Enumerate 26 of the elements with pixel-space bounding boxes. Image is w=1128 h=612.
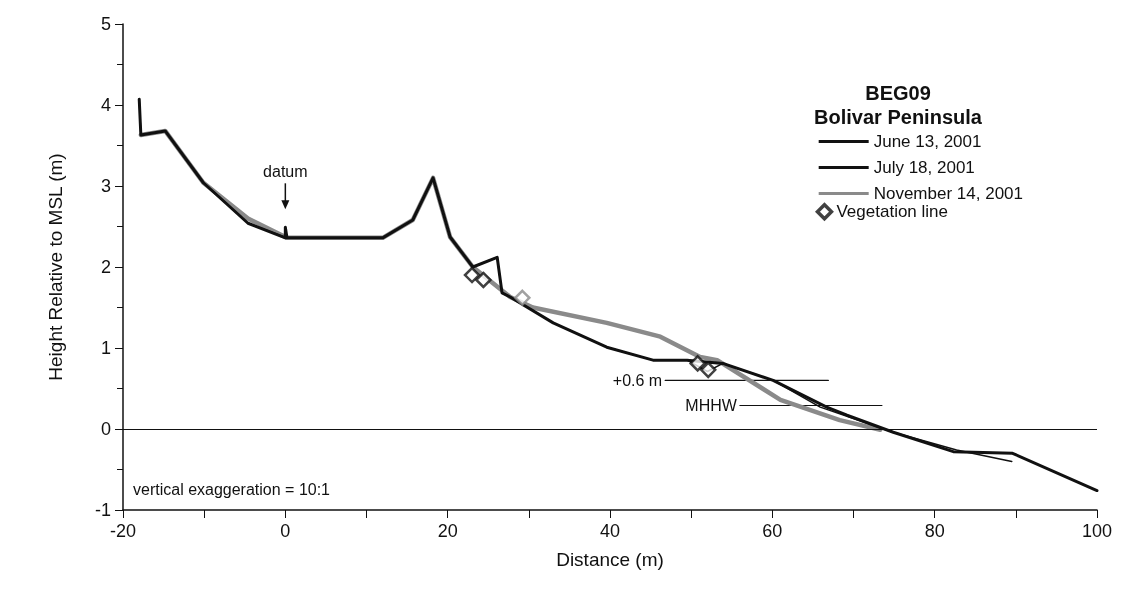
annotation: MHHW [685, 397, 738, 415]
text: BEG09 [865, 82, 931, 104]
x-tick-label: -20 [109, 521, 137, 541]
legend-label: July 18, 2001 [873, 158, 975, 177]
x-tick-label: 100 [1081, 521, 1113, 541]
annotation: vertical exaggeration = 10:1 [133, 480, 331, 498]
y-tick-label: 0 [100, 419, 111, 439]
x-tick-label: 60 [762, 521, 783, 541]
x-tick-label: 80 [924, 521, 945, 541]
annotation: datum [263, 162, 308, 180]
y-tick-label: 4 [100, 95, 111, 115]
x-tick-label: 40 [599, 521, 621, 541]
text: Bolivar Peninsula [814, 106, 983, 128]
annotation: +0.6 m [612, 371, 663, 389]
y-tick-label: -1 [94, 500, 111, 520]
legend-label: November 14, 2001 [873, 184, 1024, 203]
y-axis-title: Height Relative to MSL (m) [45, 153, 66, 381]
legend-label: Vegetation line [836, 202, 949, 222]
x-tick-label: 0 [280, 521, 291, 541]
x-tick-label: 20 [437, 521, 458, 541]
y-tick-label: 1 [100, 338, 111, 358]
x-axis-title: Distance (m) [556, 549, 664, 570]
y-tick-label: 3 [100, 176, 111, 196]
y-tick-label: 5 [100, 14, 111, 34]
legend-label: June 13, 2001 [873, 132, 982, 151]
y-tick-label: 2 [100, 257, 111, 277]
